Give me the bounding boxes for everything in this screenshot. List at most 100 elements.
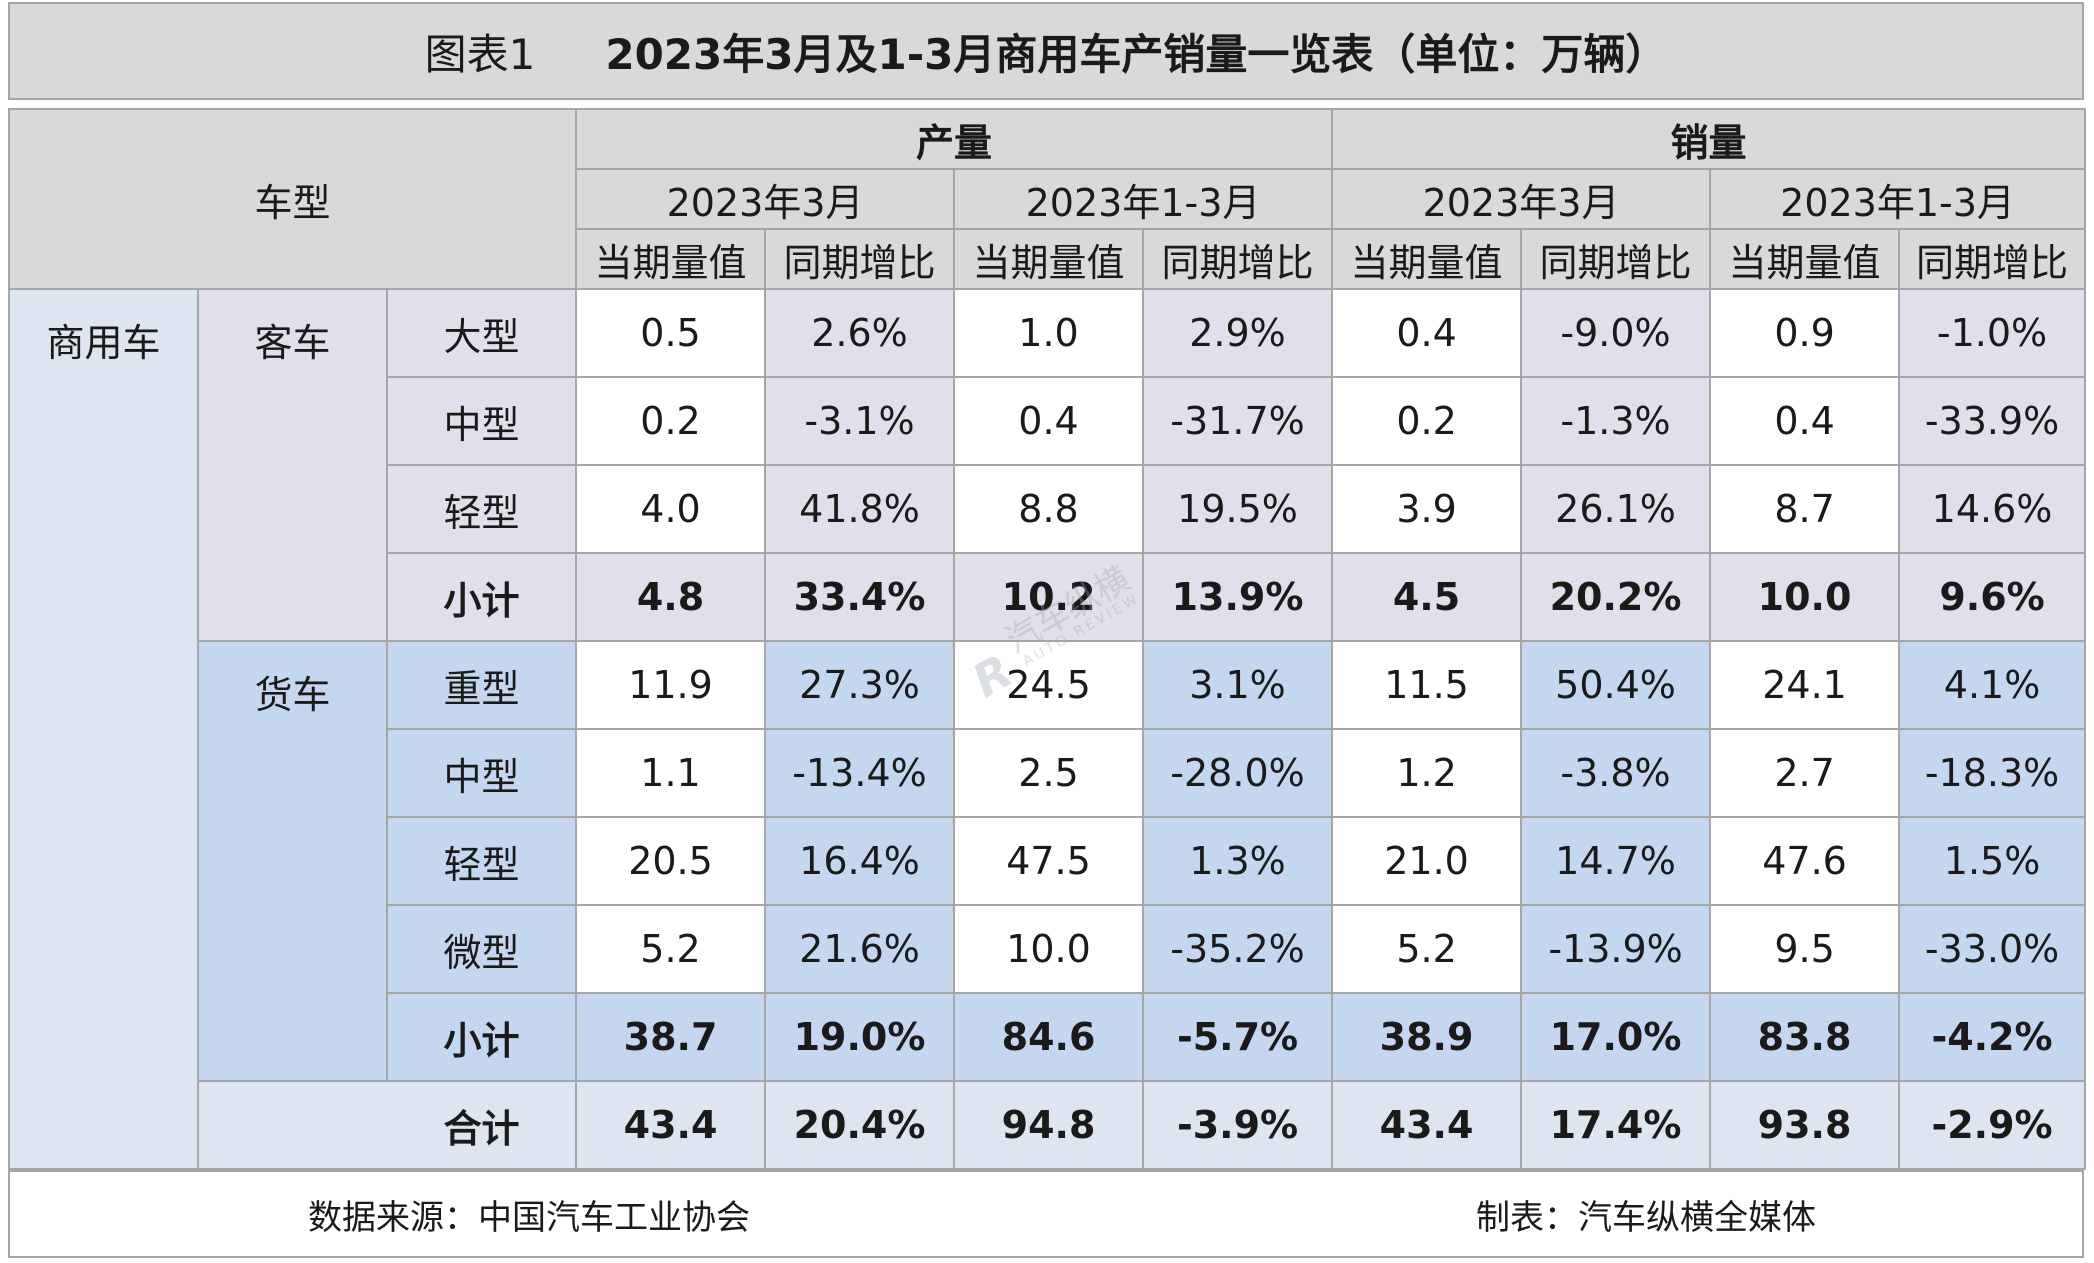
value-cell: 4.1% (1898, 640, 2087, 730)
group-cell-bus: 客车 (197, 288, 388, 642)
value-cell: 16.4% (764, 816, 956, 906)
value-cell: 8.8 (953, 464, 1145, 554)
value-cell: 5.2 (575, 904, 767, 994)
type-cell: 微型 (385, 904, 578, 994)
value-cell: 9.6% (1898, 552, 2087, 642)
value-cell: 38.7 (575, 992, 767, 1082)
total-row: 合计 43.4 20.4% 94.8 -3.9% 43.4 17.4% 93.8… (9, 1080, 2087, 1170)
value-cell: 0.2 (575, 376, 767, 466)
value-cell: 9.5 (1709, 904, 1901, 994)
value-cell: 20.2% (1520, 552, 1712, 642)
table-maker: 制表：汽车纵横全媒体 (1476, 1198, 1816, 1238)
table-row: 轻型 20.5 16.4% 47.5 1.3% 21.0 14.7% 47.6 … (9, 816, 2087, 906)
data-source: 数据来源：中国汽车工业协会 (308, 1198, 750, 1238)
table-title: 图表1 2023年3月及1-3月商用车产销量一览表（单位：万辆） (8, 2, 2084, 100)
value-cell: -3.1% (764, 376, 956, 466)
value-cell: 41.8% (764, 464, 956, 554)
table-title-text: 2023年3月及1-3月商用车产销量一览表（单位：万辆） (605, 29, 1668, 79)
value-cell: -3.9% (1142, 1080, 1334, 1170)
table-row: 微型 5.2 21.6% 10.0 -35.2% 5.2 -13.9% 9.5 … (9, 904, 2087, 994)
metric-header: 当期量值 (953, 228, 1145, 290)
subtotal-label: 小计 (385, 552, 578, 642)
group-cell-truck: 货车 (197, 640, 388, 1082)
metric-header: 同期增比 (1142, 228, 1334, 290)
value-cell: -1.3% (1520, 376, 1712, 466)
value-cell: 13.9% (1142, 552, 1334, 642)
period-header: 2023年1-3月 (953, 168, 1334, 230)
value-cell: 24.1 (1709, 640, 1901, 730)
value-cell: 2.6% (764, 288, 956, 378)
value-cell: 83.8 (1709, 992, 1901, 1082)
sales-header: 销量 (1331, 108, 2087, 170)
value-cell: 4.0 (575, 464, 767, 554)
model-header: 车型 (7, 108, 578, 290)
subtotal-label: 小计 (385, 992, 578, 1082)
value-cell: 38.9 (1331, 992, 1523, 1082)
total-spacer (197, 1080, 387, 1170)
metric-header: 同期增比 (1898, 228, 2087, 290)
value-cell: 14.7% (1520, 816, 1712, 906)
metric-header: 当期量值 (1709, 228, 1901, 290)
metric-header: 同期增比 (764, 228, 956, 290)
value-cell: 47.6 (1709, 816, 1901, 906)
value-cell: 84.6 (953, 992, 1145, 1082)
value-cell: 14.6% (1898, 464, 2087, 554)
value-cell: 1.5% (1898, 816, 2087, 906)
value-cell: 20.4% (764, 1080, 956, 1170)
total-label: 合计 (385, 1080, 578, 1170)
value-cell: 4.5 (1331, 552, 1523, 642)
category-cell: 商用车 (8, 288, 199, 1170)
value-cell: 10.0 (1709, 552, 1901, 642)
value-cell: 93.8 (1709, 1080, 1901, 1170)
value-cell: 43.4 (575, 1080, 767, 1170)
type-cell: 中型 (385, 376, 578, 466)
footer: 数据来源：中国汽车工业协会 制表：汽车纵横全媒体 (8, 1170, 2084, 1258)
production-header: 产量 (575, 108, 1334, 170)
value-cell: -13.4% (764, 728, 956, 818)
value-cell: 1.2 (1331, 728, 1523, 818)
figure-number: 图表1 (424, 29, 536, 79)
metric-header: 当期量值 (575, 228, 767, 290)
value-cell: 1.0 (953, 288, 1145, 378)
period-header: 2023年1-3月 (1709, 168, 2087, 230)
value-cell: 24.5 (953, 640, 1145, 730)
value-cell: 11.5 (1331, 640, 1523, 730)
value-cell: -9.0% (1520, 288, 1712, 378)
table-row: 中型 1.1 -13.4% 2.5 -28.0% 1.2 -3.8% 2.7 -… (9, 728, 2087, 818)
value-cell: 10.0 (953, 904, 1145, 994)
period-header: 2023年3月 (575, 168, 956, 230)
value-cell: 0.4 (953, 376, 1145, 466)
value-cell: 94.8 (953, 1080, 1145, 1170)
value-cell: -4.2% (1898, 992, 2087, 1082)
value-cell: 1.1 (575, 728, 767, 818)
value-cell: 5.2 (1331, 904, 1523, 994)
value-cell: 17.4% (1520, 1080, 1712, 1170)
value-cell: -33.9% (1898, 376, 2087, 466)
value-cell: 3.1% (1142, 640, 1334, 730)
value-cell: 3.9 (1331, 464, 1523, 554)
value-cell: 20.5 (575, 816, 767, 906)
value-cell: 17.0% (1520, 992, 1712, 1082)
value-cell: 27.3% (764, 640, 956, 730)
table-row: 商用车 客车 大型 0.5 2.6% 1.0 2.9% 0.4 -9.0% 0.… (8, 288, 2087, 1170)
sales-table: 车型 产量 销量 2023年3月 2023年1-3月 2023年3月 2023年… (7, 108, 2087, 1170)
value-cell: 2.9% (1142, 288, 1334, 378)
value-cell: 4.8 (575, 552, 767, 642)
type-cell: 轻型 (385, 464, 578, 554)
value-cell: 2.5 (953, 728, 1145, 818)
value-cell: 1.3% (1142, 816, 1334, 906)
metric-header: 当期量值 (1331, 228, 1523, 290)
period-header: 2023年3月 (1331, 168, 1712, 230)
value-cell: 21.6% (764, 904, 956, 994)
value-cell: -18.3% (1898, 728, 2087, 818)
value-cell: -33.0% (1898, 904, 2087, 994)
subtotal-row: 小计 4.8 33.4% 10.2 13.9% 4.5 20.2% 10.0 9… (9, 552, 2087, 642)
value-cell: 0.4 (1331, 288, 1523, 378)
value-cell: -3.8% (1520, 728, 1712, 818)
value-cell: 21.0 (1331, 816, 1523, 906)
type-cell: 大型 (385, 288, 578, 378)
value-cell: -31.7% (1142, 376, 1334, 466)
value-cell: 19.5% (1142, 464, 1334, 554)
type-cell: 中型 (385, 728, 578, 818)
value-cell: 8.7 (1709, 464, 1901, 554)
